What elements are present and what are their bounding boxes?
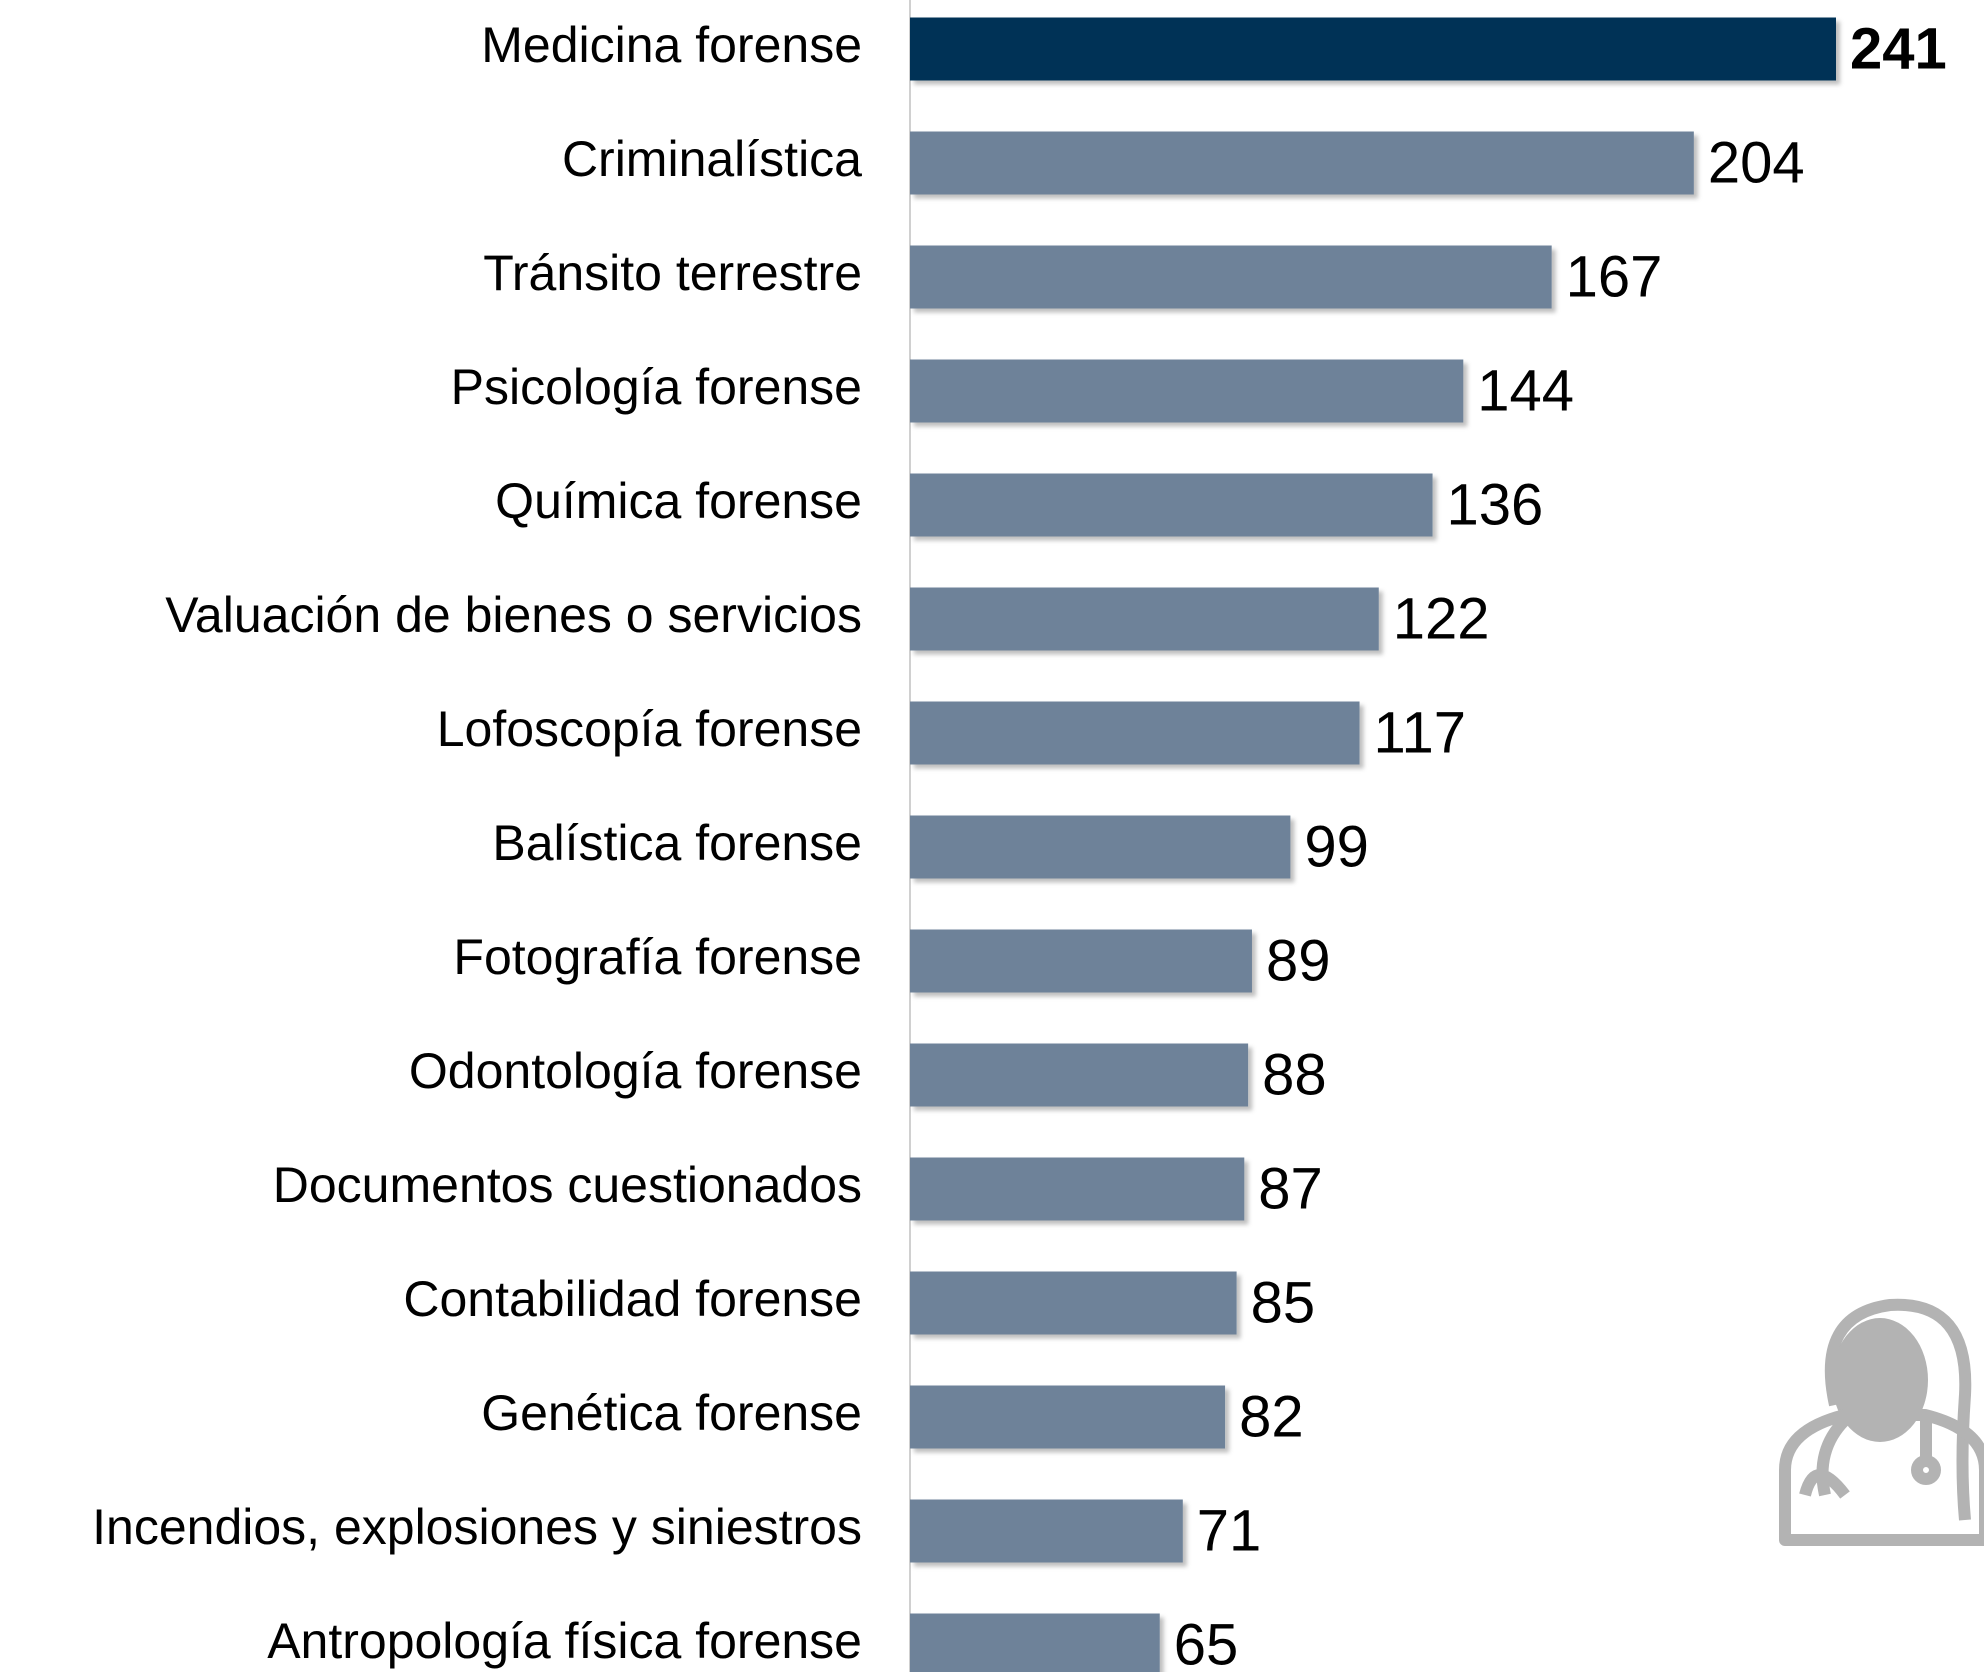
value-label: 144 (1477, 358, 1574, 423)
category-label: Documentos cuestionados (273, 1157, 862, 1213)
bar (910, 1499, 1183, 1563)
category-label: Química forense (495, 473, 862, 529)
value-label: 89 (1266, 928, 1331, 993)
category-label: Balística forense (492, 815, 862, 871)
value-label: 117 (1374, 700, 1466, 765)
category-label: Odontología forense (409, 1043, 862, 1099)
category-label: Criminalística (562, 131, 862, 187)
bar (910, 587, 1379, 651)
bar (910, 1271, 1237, 1335)
value-label: 99 (1304, 814, 1369, 879)
bar (910, 701, 1360, 765)
value-label: 241 (1850, 16, 1947, 81)
value-label: 136 (1447, 472, 1544, 537)
category-label: Medicina forense (481, 17, 862, 73)
category-label: Lofoscopía forense (437, 701, 862, 757)
value-label: 87 (1258, 1156, 1323, 1221)
value-label: 71 (1197, 1498, 1262, 1563)
bar (910, 17, 1836, 81)
bar (910, 815, 1291, 879)
value-label: 122 (1393, 586, 1490, 651)
category-label: Antropología física forense (267, 1613, 862, 1669)
value-label: 85 (1251, 1270, 1316, 1335)
bar (910, 473, 1433, 537)
category-label: Genética forense (481, 1385, 862, 1441)
bar (910, 359, 1464, 423)
doctor-icon (1779, 1298, 1984, 1546)
value-label: 167 (1566, 244, 1663, 309)
category-label: Fotografía forense (453, 929, 862, 985)
bar (910, 1385, 1226, 1449)
value-label: 88 (1262, 1042, 1327, 1107)
bar (910, 1613, 1160, 1672)
category-label: Valuación de bienes o servicios (165, 587, 862, 643)
value-label: 204 (1708, 130, 1805, 195)
bar (910, 131, 1694, 195)
category-label: Tránsito terrestre (483, 245, 862, 301)
bar (910, 1043, 1249, 1107)
bar (910, 245, 1552, 309)
value-label: 65 (1174, 1612, 1239, 1672)
category-label: Psicología forense (451, 359, 862, 415)
category-label: Contabilidad forense (403, 1271, 862, 1327)
bar (910, 1157, 1245, 1221)
category-label: Incendios, explosiones y siniestros (92, 1499, 862, 1555)
bar (910, 929, 1252, 993)
value-label: 82 (1239, 1384, 1304, 1449)
